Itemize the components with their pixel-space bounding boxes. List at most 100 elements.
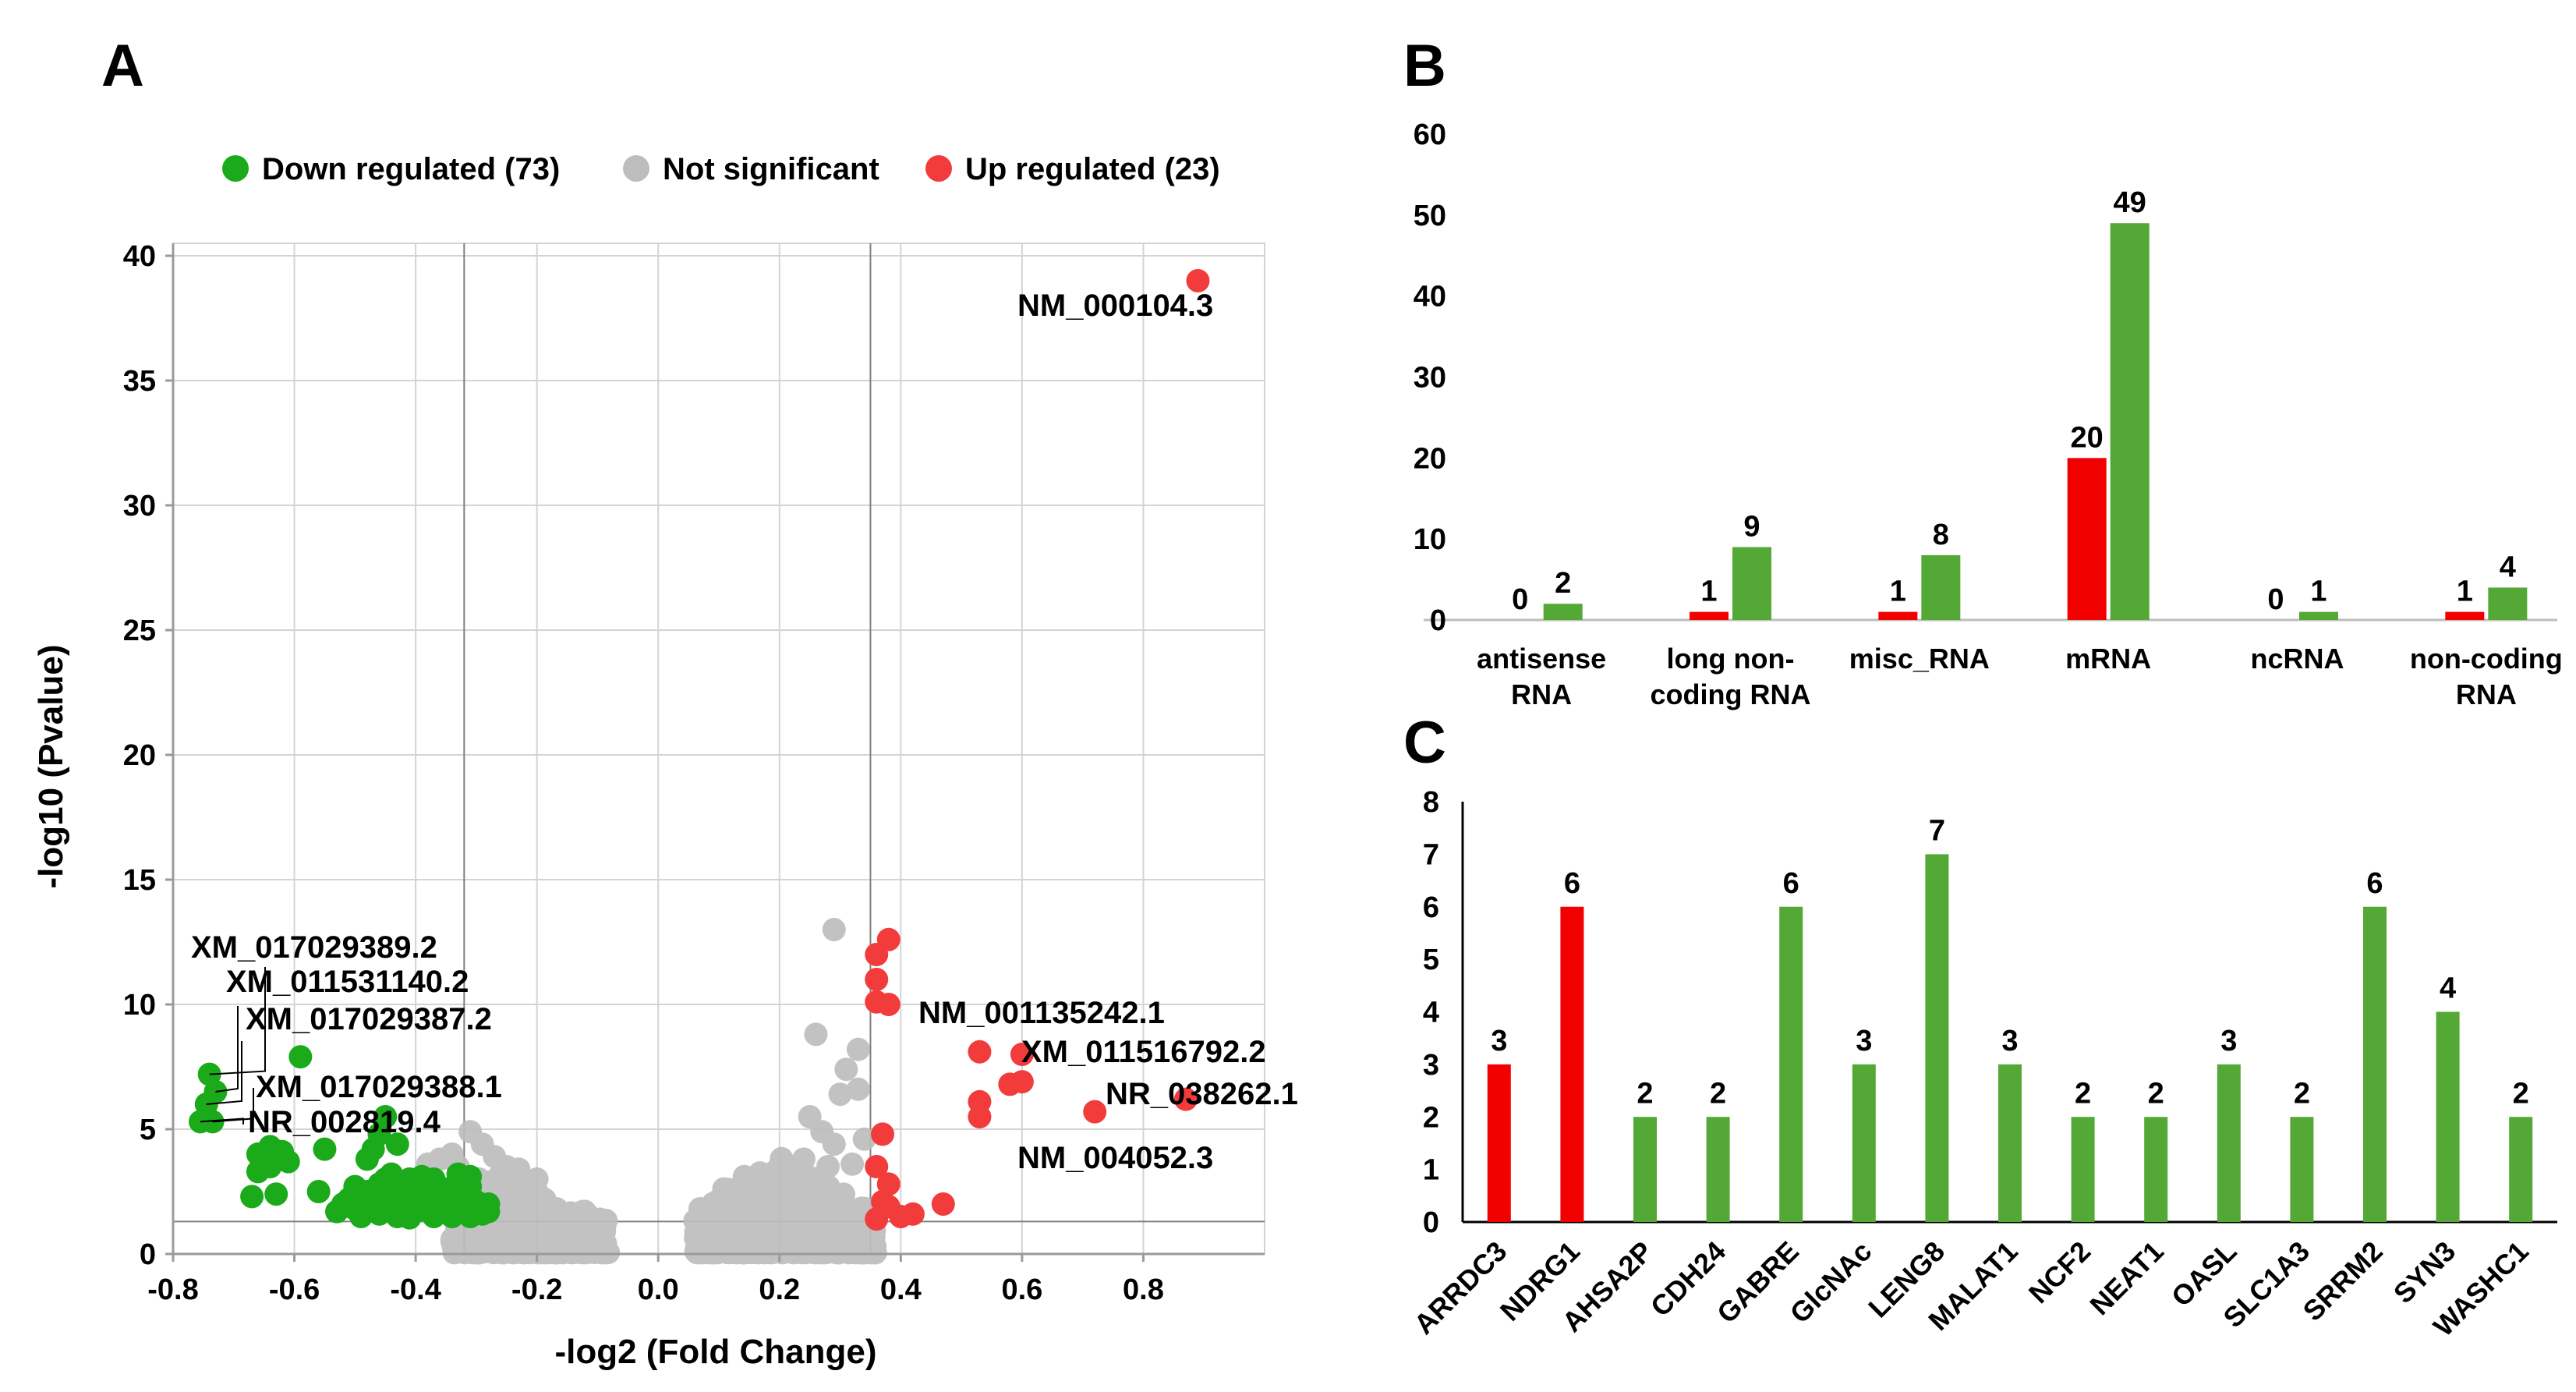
panel-a-axes (165, 243, 1265, 1262)
panel-a-points (189, 269, 1210, 1265)
data-label: 0 (1512, 583, 1528, 616)
point-down-regulated (404, 1170, 428, 1194)
bar-syn3 (2436, 1011, 2460, 1222)
legend-label-up: Up regulated (23) (965, 152, 1220, 186)
point-not-significant (846, 1037, 870, 1061)
data-label: 6 (1564, 867, 1580, 900)
point-not-significant (712, 1219, 736, 1243)
point-down-regulated (288, 1045, 313, 1069)
series-up (865, 269, 1210, 1231)
point-down-regulated (476, 1199, 501, 1224)
point-down-regulated (264, 1182, 288, 1206)
point-up-regulated (865, 1207, 889, 1231)
point-up-regulated (865, 943, 889, 966)
panel-a-y-axis-title: -log10 (Pvalue) (32, 645, 70, 889)
bar-down-antisense-rna (1543, 604, 1583, 620)
point-down-regulated (422, 1174, 446, 1199)
point-down-regulated (446, 1177, 470, 1201)
data-label: 3 (2001, 1025, 2018, 1057)
point-down-regulated (349, 1205, 373, 1228)
data-label: 1 (2457, 576, 2473, 608)
point-down-regulated (373, 1167, 398, 1191)
data-label: 2 (2075, 1077, 2091, 1110)
category-label: misc_RNA (1849, 643, 1990, 675)
data-label: 2 (2294, 1077, 2310, 1110)
panel-b-tick-labels: 0 10 20 30 40 50 60 (1414, 119, 1446, 637)
panel-b-bars (1543, 223, 2528, 620)
bar-cdh24 (1706, 1117, 1730, 1222)
annotation-leader-line (212, 1088, 254, 1123)
data-label: 7 (1929, 814, 1945, 847)
point-up-regulated (968, 1105, 992, 1128)
legend-label-not-significant: Not significant (663, 152, 879, 186)
point-not-significant (688, 1227, 713, 1252)
point-up-regulated (968, 1040, 992, 1064)
point-not-significant (833, 1220, 857, 1244)
annotation-xm-017029387-2: XM_017029387.2 (246, 1002, 492, 1036)
point-not-significant (804, 1022, 828, 1047)
bar-washc1 (2509, 1117, 2533, 1222)
point-not-significant (816, 1155, 840, 1178)
panel-letter-b: B (1403, 33, 1446, 99)
point-not-significant (849, 1241, 873, 1265)
data-label: 3 (2220, 1025, 2237, 1057)
annotation-nm-001135242-1: NM_001135242.1 (918, 996, 1165, 1030)
y-tick-label: 10 (1414, 523, 1446, 556)
panel-a-tick-labels: -0.8 -0.6 -0.4 -0.2 0.0 0.2 0.4 0.6 0.8 0 5 10 15 20 2… (123, 240, 1164, 1306)
y-tick-label: 0 (1423, 1206, 1439, 1239)
data-label: 0 (2267, 583, 2284, 616)
category-label: mRNA (2065, 643, 2151, 675)
point-not-significant (594, 1209, 618, 1233)
point-up-regulated (1083, 1100, 1107, 1124)
bar-down-misc-rna (1921, 554, 1961, 620)
legend-marker-up (925, 155, 952, 182)
point-not-significant (825, 1238, 849, 1262)
y-tick-label: 30 (123, 490, 156, 522)
y-tick-label: 0 (140, 1238, 156, 1271)
y-tick-label: 35 (123, 365, 156, 398)
point-not-significant (496, 1231, 520, 1255)
point-up-regulated (871, 1122, 894, 1146)
bar-ncf2 (2071, 1117, 2095, 1222)
y-tick-label: 2 (1423, 1101, 1439, 1134)
data-label: 1 (1700, 576, 1717, 608)
legend-marker-down (222, 155, 249, 182)
point-not-significant (568, 1213, 592, 1238)
panel-a-x-axis-title: -log2 (Fold Change) (554, 1333, 876, 1371)
bar-ndrg1 (1560, 906, 1584, 1222)
x-tick-label: 0.4 (880, 1273, 922, 1306)
annotation-nr-002819-4: NR_002819.4 (248, 1105, 441, 1139)
category-label: antisense (1477, 643, 1606, 675)
y-tick-label: 10 (123, 989, 156, 1022)
bar-down-mrna (2110, 223, 2150, 620)
annotation-xm-011531140-2: XM_011531140.2 (226, 965, 469, 999)
data-label: 6 (1783, 867, 1799, 900)
y-tick-label: 25 (123, 615, 156, 647)
data-label: 2 (2148, 1077, 2164, 1110)
x-tick-label: -0.2 (511, 1273, 562, 1306)
data-label: 3 (1491, 1025, 1507, 1057)
point-down-regulated (385, 1202, 409, 1226)
point-down-regulated (337, 1187, 361, 1211)
annotation-xm-017029389-2: XM_017029389.2 (191, 930, 437, 965)
point-not-significant (780, 1162, 804, 1186)
point-not-significant (570, 1241, 594, 1265)
panel-c-tick-labels: 0 1 2 3 4 5 6 7 8 (1423, 786, 1439, 1239)
data-label: 4 (2440, 972, 2456, 1005)
category-label: ncRNA (2250, 643, 2344, 675)
data-label: 3 (1856, 1025, 1872, 1057)
legend-marker-not-significant (623, 155, 649, 182)
point-down-regulated (246, 1160, 270, 1184)
bar-up-mrna (2067, 458, 2107, 620)
point-up-regulated (1173, 1087, 1198, 1111)
y-tick-label: 60 (1414, 119, 1446, 151)
annotation-leader-line (200, 1117, 244, 1125)
panel-c-data-labels: 3 6 2 2 6 3 7 3 2 2 3 2 6 4 2 (1491, 814, 2529, 1110)
panel-letter-a: A (101, 33, 144, 99)
point-not-significant (846, 1077, 870, 1101)
bar-ahsa2p (1633, 1117, 1657, 1222)
point-up-regulated (1010, 1043, 1034, 1066)
data-label: 2 (2513, 1077, 2529, 1110)
